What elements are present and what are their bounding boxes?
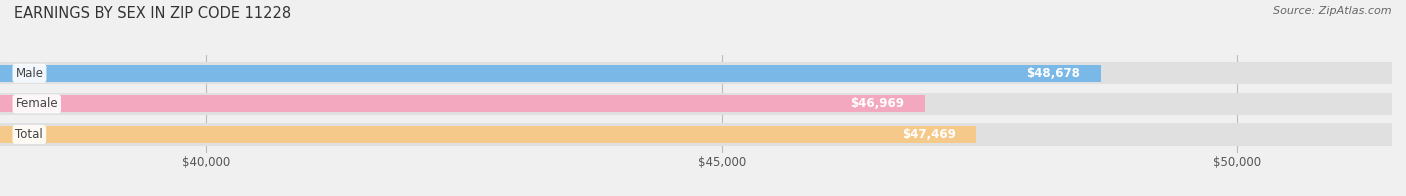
Bar — [0, 65, 1101, 82]
Bar — [0, 93, 1392, 115]
Text: $46,969: $46,969 — [851, 97, 904, 110]
Bar — [0, 123, 1392, 145]
Bar — [0, 95, 925, 112]
Text: Source: ZipAtlas.com: Source: ZipAtlas.com — [1274, 6, 1392, 16]
Text: Total: Total — [15, 128, 44, 141]
Text: $48,678: $48,678 — [1026, 67, 1080, 80]
Text: Male: Male — [15, 67, 44, 80]
Bar — [0, 126, 976, 143]
Text: EARNINGS BY SEX IN ZIP CODE 11228: EARNINGS BY SEX IN ZIP CODE 11228 — [14, 6, 291, 21]
Bar — [0, 62, 1392, 84]
Text: $47,469: $47,469 — [901, 128, 956, 141]
Text: Female: Female — [15, 97, 58, 110]
